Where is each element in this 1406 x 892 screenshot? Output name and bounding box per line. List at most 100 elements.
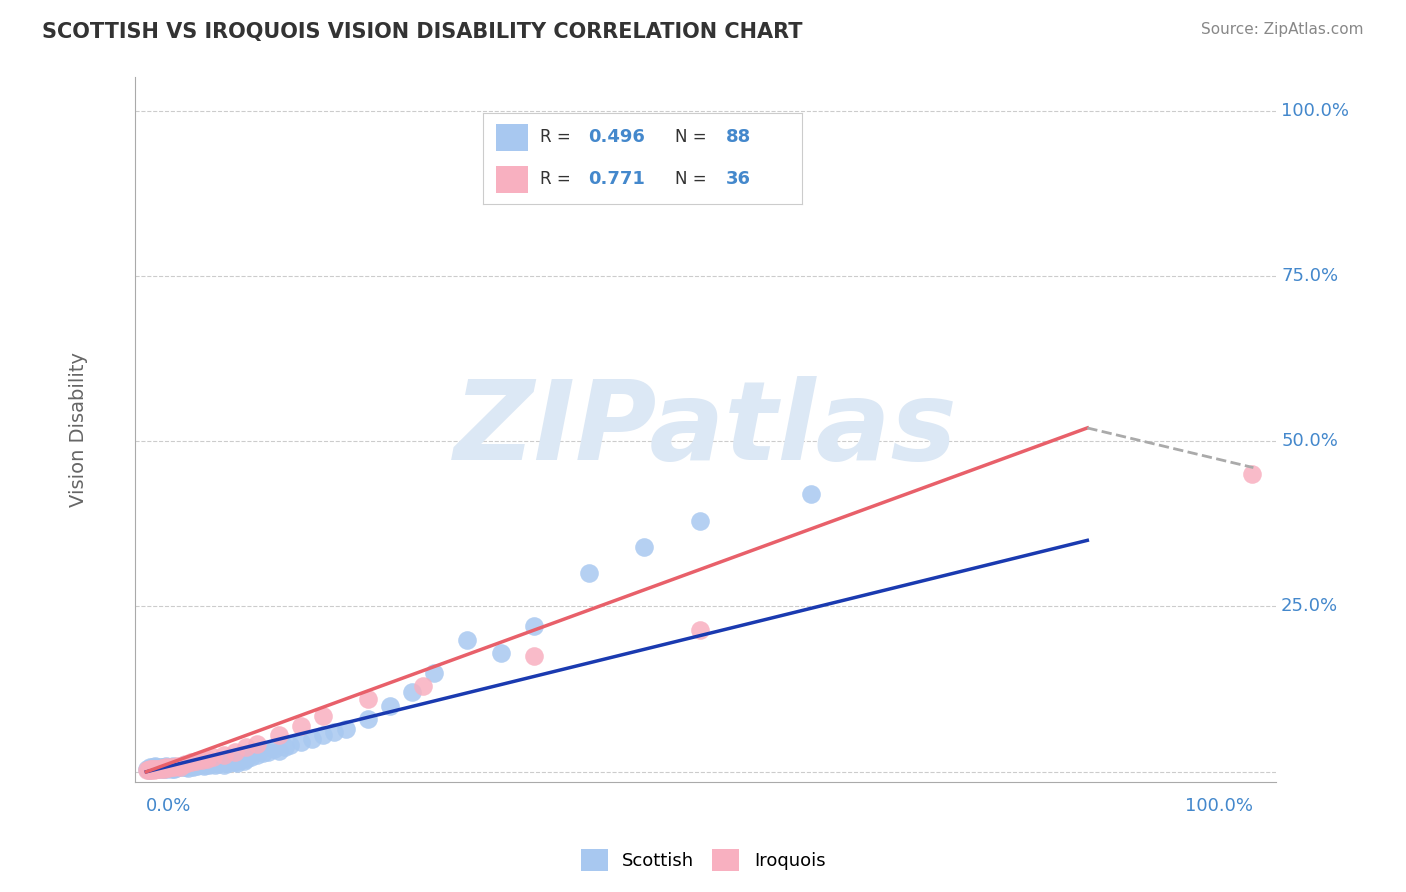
Point — [278, 739, 301, 753]
Point — [201, 756, 224, 770]
Point — [172, 758, 194, 772]
Point — [246, 737, 269, 751]
Point — [152, 760, 174, 774]
Point — [180, 759, 202, 773]
Point — [201, 750, 224, 764]
Point — [143, 759, 166, 773]
Point — [235, 739, 257, 754]
Point — [205, 756, 228, 771]
Point — [312, 708, 335, 723]
Point — [257, 745, 280, 759]
Point — [146, 762, 169, 776]
Point — [138, 759, 160, 773]
Point — [235, 751, 257, 765]
Point — [166, 759, 188, 773]
Text: 75.0%: 75.0% — [1281, 267, 1339, 285]
Point — [165, 761, 187, 775]
Point — [204, 758, 226, 772]
Point — [224, 755, 246, 769]
Point — [165, 759, 187, 773]
Point — [218, 756, 240, 771]
Point — [523, 619, 546, 633]
Point — [1241, 467, 1264, 482]
Point — [174, 759, 197, 773]
Point — [169, 759, 191, 773]
Point — [186, 759, 208, 773]
Text: 50.0%: 50.0% — [1281, 432, 1339, 450]
Point — [335, 722, 357, 736]
Point — [148, 762, 170, 776]
Point — [273, 739, 295, 754]
Point — [176, 758, 198, 772]
Point — [159, 759, 181, 773]
Point — [269, 728, 291, 742]
Point — [211, 755, 233, 769]
Point — [160, 762, 183, 776]
Point — [489, 646, 512, 660]
Text: 0.0%: 0.0% — [146, 797, 191, 815]
Text: 100.0%: 100.0% — [1281, 102, 1350, 120]
Point — [153, 761, 176, 775]
Text: 25.0%: 25.0% — [1281, 598, 1339, 615]
Point — [136, 763, 159, 777]
Point — [173, 760, 195, 774]
Point — [357, 692, 380, 706]
Point — [153, 762, 176, 776]
Point — [169, 759, 191, 773]
Point — [180, 755, 202, 769]
Point — [423, 665, 446, 680]
Text: Vision Disability: Vision Disability — [69, 352, 87, 507]
Point — [136, 762, 159, 776]
Point — [142, 762, 165, 776]
Point — [378, 698, 401, 713]
Point — [143, 762, 166, 776]
Point — [150, 762, 173, 776]
Point — [190, 753, 212, 767]
Point — [221, 754, 243, 768]
Point — [312, 728, 335, 742]
Point — [184, 754, 207, 768]
Point — [180, 758, 202, 772]
Point — [159, 760, 181, 774]
Point — [323, 725, 346, 739]
Point — [215, 756, 238, 770]
Point — [141, 761, 163, 775]
Point — [155, 759, 177, 773]
Point — [578, 566, 600, 581]
Text: SCOTTISH VS IROQUOIS VISION DISABILITY CORRELATION CHART: SCOTTISH VS IROQUOIS VISION DISABILITY C… — [42, 22, 803, 42]
Point — [150, 761, 173, 775]
Point — [240, 750, 263, 764]
Point — [301, 731, 323, 746]
Point — [232, 754, 254, 768]
Point — [188, 758, 211, 772]
Point — [401, 685, 423, 699]
Point — [143, 763, 166, 777]
Point — [456, 632, 478, 647]
Point — [194, 757, 217, 772]
Point — [174, 756, 197, 771]
Point — [156, 762, 179, 776]
Point — [174, 759, 197, 773]
Point — [689, 623, 711, 637]
Point — [146, 760, 169, 774]
Point — [263, 741, 285, 756]
Point — [689, 514, 711, 528]
Point — [139, 763, 162, 777]
Point — [523, 649, 546, 664]
Point — [195, 751, 218, 765]
Point — [169, 759, 191, 773]
Point — [290, 718, 312, 732]
Text: Source: ZipAtlas.com: Source: ZipAtlas.com — [1201, 22, 1364, 37]
Point — [177, 761, 200, 775]
Point — [163, 760, 186, 774]
Point — [224, 745, 246, 759]
Point — [138, 764, 160, 778]
Legend: Scottish, Iroquois: Scottish, Iroquois — [574, 842, 832, 879]
Point — [163, 762, 186, 776]
Text: ZIPatlas: ZIPatlas — [454, 376, 957, 483]
Point — [200, 756, 222, 771]
Point — [269, 744, 291, 758]
Point — [159, 761, 181, 775]
Point — [207, 756, 229, 771]
Point — [142, 760, 165, 774]
